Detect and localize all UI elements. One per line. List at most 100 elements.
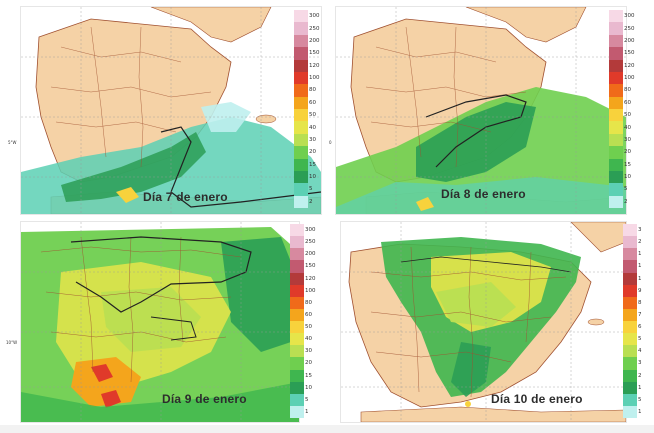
- legend-tick-label: 150: [305, 263, 316, 270]
- precip-area-east-dark: [221, 237, 299, 352]
- precip-spot-yellow: [116, 187, 139, 203]
- day-label-9: Día 9 de enero: [162, 392, 247, 406]
- legend-swatch: [290, 308, 304, 321]
- legend-swatch: [609, 183, 623, 196]
- legend-swatch: [623, 308, 637, 321]
- contour-line-2: [150, 316, 197, 341]
- legend-swatch: [294, 133, 308, 147]
- precip-area-core: [61, 132, 206, 202]
- legend-tick-label: 100: [309, 75, 320, 82]
- legend-tick-label: 20: [624, 149, 631, 156]
- precip-area-red2: [101, 390, 121, 408]
- legend-swatch: [609, 121, 623, 134]
- legend-tick-label: 50: [624, 112, 631, 119]
- legend-tick-label: 20: [305, 360, 312, 367]
- map-panel-day8: Día 8 de enero: [335, 6, 627, 215]
- legend-day9: [290, 224, 304, 418]
- africa-landmass: [360, 406, 626, 422]
- legend-tick-label: 1: [638, 275, 642, 282]
- page-footer-band: [0, 425, 654, 433]
- legend-tick-label: 80: [624, 87, 631, 94]
- legend-tick-label: 6: [638, 324, 642, 331]
- legend-swatch: [290, 284, 304, 297]
- legend-tick-label: 250: [624, 25, 635, 32]
- legend-tick-label: 200: [305, 251, 316, 258]
- legend-tick-label: 8: [638, 299, 642, 306]
- france-landmass: [150, 7, 272, 43]
- day-label-10: Día 10 de enero: [491, 392, 583, 406]
- legend-ticks-day10: 3 2 1 1 1 9 8 7 6 5 4 3 2 1 5 1: [638, 224, 654, 418]
- legend-swatch: [294, 71, 308, 85]
- legend-tick-label: 20: [309, 149, 316, 156]
- contour-line: [70, 236, 252, 313]
- legend-ticks-day7: 300 250 200 150 120 100 80 60 50 40 30 20 15 10 5 2: [309, 10, 331, 208]
- legend-tick-label: 100: [624, 75, 635, 82]
- legend-swatch: [623, 284, 637, 297]
- precip-map-day10: [341, 222, 626, 422]
- legend-tick-label: 30: [624, 136, 631, 143]
- balearic-island: [587, 318, 605, 326]
- contour-line: [400, 256, 572, 273]
- legend-tick-label: 200: [309, 37, 320, 44]
- legend-swatch: [290, 333, 304, 346]
- side-label-2: 0: [329, 140, 332, 145]
- province-borders: [40, 236, 242, 383]
- balearic-island: [255, 114, 277, 124]
- legend-day7: [294, 10, 308, 208]
- precip-area-lightgreen: [436, 282, 516, 327]
- legend-swatch: [609, 96, 623, 109]
- precip-map-day7: [21, 7, 321, 214]
- legend-swatch: [294, 96, 308, 109]
- province-borders: [50, 26, 212, 168]
- legend-tick-label: 5: [305, 396, 309, 403]
- legend-swatch: [623, 296, 637, 309]
- legend-tick-label: 100: [305, 287, 316, 294]
- legend-tick-label: 1: [638, 251, 642, 258]
- legend-tick-label: 5: [638, 336, 642, 343]
- graticule: [336, 7, 626, 214]
- legend-swatch: [290, 357, 304, 370]
- precip-spot: [465, 401, 471, 407]
- legend-tick-label: 120: [624, 62, 635, 69]
- legend-tick-label: 150: [309, 50, 320, 57]
- legend-swatch: [623, 321, 637, 334]
- legend-swatch: [290, 345, 304, 358]
- legend-tick-label: 10: [309, 174, 316, 181]
- graticule: [341, 222, 626, 422]
- legend-tick-label: 80: [309, 87, 316, 94]
- legend-tick-label: 1: [638, 263, 642, 270]
- legend-swatch: [294, 22, 308, 35]
- legend-swatch: [623, 272, 637, 285]
- legend-tick-label: 30: [309, 136, 316, 143]
- graticule: [21, 222, 299, 422]
- legend-tick-label: 1: [638, 384, 642, 391]
- precip-map-day8: [336, 7, 626, 214]
- legend-swatch: [609, 146, 623, 159]
- legend-swatch: [294, 121, 308, 134]
- legend-ticks-day8: 300 250 200 150 120 100 80 60 50 40 30 20 15 10 5 2: [624, 10, 646, 208]
- legend-swatch: [623, 357, 637, 370]
- legend-tick-label: 5: [309, 186, 313, 193]
- legend-swatch: [290, 272, 304, 285]
- legend-tick-label: 2: [624, 198, 628, 205]
- legend-swatch: [294, 158, 308, 171]
- map-panel-day7: Día 7 de enero: [20, 6, 322, 215]
- legend-swatch: [294, 146, 308, 159]
- legend-swatch: [290, 296, 304, 309]
- legend-swatch: [294, 34, 308, 48]
- legend-swatch: [609, 133, 623, 147]
- legend-swatch: [290, 224, 304, 237]
- legend-swatch: [294, 59, 308, 72]
- legend-tick-label: 120: [309, 62, 320, 69]
- legend-tick-label: 300: [624, 13, 635, 20]
- legend-tick-label: 50: [309, 112, 316, 119]
- legend-swatch: [290, 321, 304, 334]
- legend-swatch: [623, 345, 637, 358]
- legend-swatch: [609, 158, 623, 171]
- legend-tick-label: 7: [638, 311, 642, 318]
- legend-swatch: [609, 34, 623, 48]
- legend-tick-label: 2: [638, 372, 642, 379]
- precip-area-tail: [451, 342, 491, 397]
- legend-tick-label: 10: [624, 174, 631, 181]
- legend-ticks-day9: 300 250 200 150 120 100 80 60 50 40 30 20 15 10 5 1: [305, 224, 327, 418]
